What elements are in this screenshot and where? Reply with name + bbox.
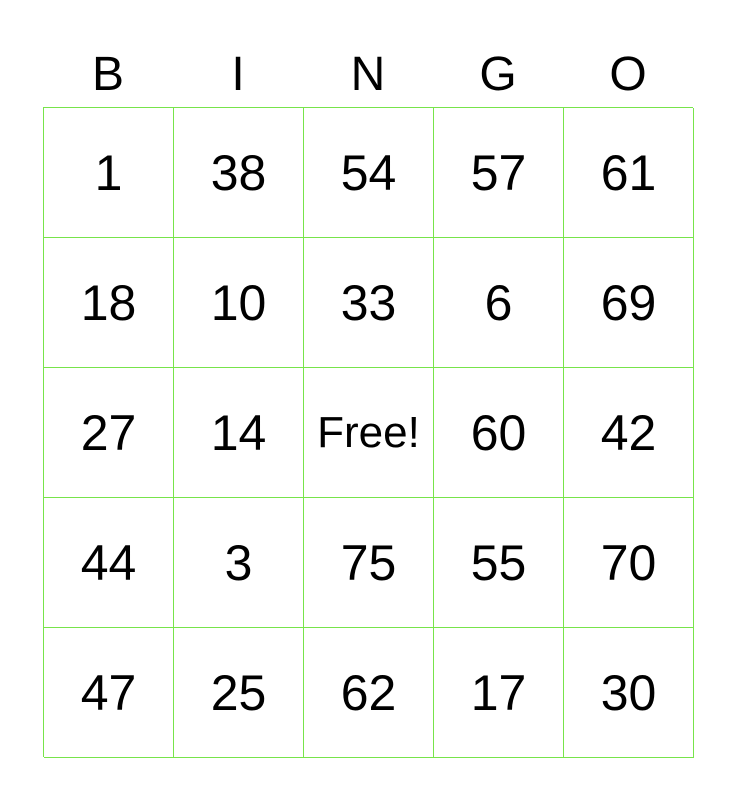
bingo-header: B I N G O [43,44,693,106]
bingo-cell[interactable]: 1 [44,108,174,238]
bingo-grid: 1 38 54 57 61 18 10 33 6 69 27 14 Free! 60 42 44 3 75 55 70… [43,107,694,758]
bingo-cell[interactable]: 14 [174,368,304,498]
free-space-cell[interactable]: Free! [304,368,434,498]
bingo-cell[interactable]: 62 [304,628,434,758]
bingo-cell[interactable]: 55 [434,498,564,628]
bingo-cell[interactable]: 18 [44,238,174,368]
header-letter: G [479,48,517,101]
bingo-cell[interactable]: 44 [44,498,174,628]
bingo-cell[interactable]: 33 [304,238,434,368]
bingo-cell[interactable]: 69 [564,238,694,368]
bingo-cell[interactable]: 25 [174,628,304,758]
bingo-cell[interactable]: 3 [174,498,304,628]
header-letter: B [91,48,124,101]
bingo-cell[interactable]: 70 [564,498,694,628]
bingo-cell[interactable]: 61 [564,108,694,238]
header-letter: O [609,48,647,101]
bingo-cell[interactable]: 54 [304,108,434,238]
bingo-cell[interactable]: 27 [44,368,174,498]
bingo-cell[interactable]: 60 [434,368,564,498]
bingo-cell[interactable]: 6 [434,238,564,368]
bingo-cell[interactable]: 30 [564,628,694,758]
header-letter: I [231,48,245,101]
bingo-cell[interactable]: 10 [174,238,304,368]
bingo-cell[interactable]: 42 [564,368,694,498]
bingo-cell[interactable]: 38 [174,108,304,238]
bingo-cell[interactable]: 75 [304,498,434,628]
bingo-cell[interactable]: 57 [434,108,564,238]
bingo-cell[interactable]: 17 [434,628,564,758]
bingo-cell[interactable]: 47 [44,628,174,758]
header-letter: N [350,48,386,101]
